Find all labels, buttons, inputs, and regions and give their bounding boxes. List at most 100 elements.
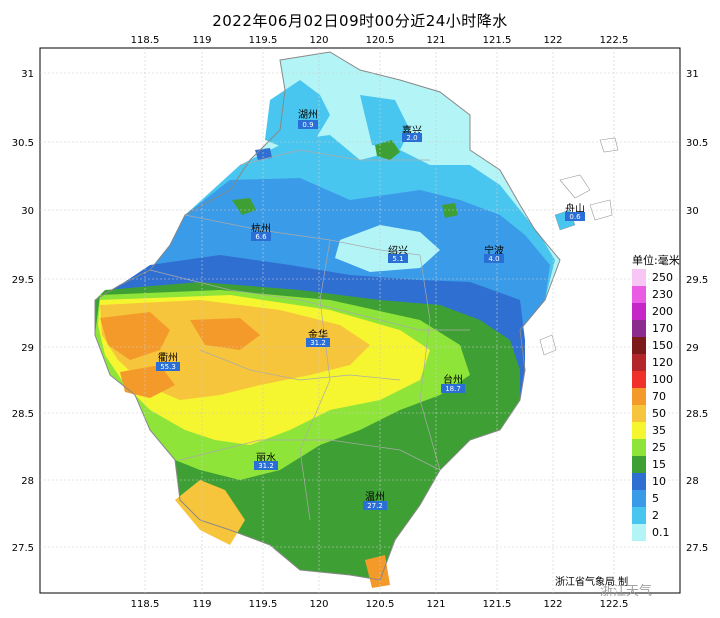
legend-swatch (632, 524, 646, 541)
lon-tick: 118.5 (131, 35, 160, 46)
lat-tick: 28.5 (686, 409, 708, 420)
lon-tick: 120 (309, 35, 328, 46)
region-70mm (100, 312, 170, 360)
city-value: 31.2 (258, 462, 274, 470)
lat-ticks-left: 31 30.5 30 29.5 29 28.5 28 27.5 (12, 69, 34, 554)
legend-swatch (632, 490, 646, 507)
city-wenzhou: 温州 27.2 (363, 491, 387, 510)
city-name: 湖州 (298, 109, 318, 121)
legend-label: 2 (652, 509, 659, 522)
lon-ticks-bottom: 118.5 119 119.5 120 120.5 121 121.5 122 … (131, 599, 629, 610)
legend: 单位:毫米 250 230 200 170 150 120 100 70 50 35 25 15 10 5… (632, 253, 680, 541)
legend-swatch (632, 507, 646, 524)
legend-swatch (632, 456, 646, 473)
city-name: 温州 (365, 491, 385, 503)
value-box (441, 384, 465, 393)
lat-tick: 28 (686, 476, 699, 487)
lat-tick: 31 (21, 69, 34, 80)
city-shaoxing: 绍兴 5.1 (388, 244, 408, 263)
legend-label: 100 (652, 373, 673, 386)
lon-tick: 118.5 (131, 599, 160, 610)
city-taizhou: 台州 18.7 (441, 373, 465, 393)
legend-swatch (632, 337, 646, 354)
legend-swatch (632, 320, 646, 337)
grid (40, 48, 680, 593)
rain-field (40, 48, 680, 593)
lon-tick: 122.5 (600, 35, 629, 46)
city-huzhou: 湖州 0.9 (298, 109, 318, 129)
city-name: 杭州 (251, 222, 271, 235)
legend-label: 10 (652, 475, 666, 488)
lat-tick: 30 (21, 206, 34, 217)
city-value: 2.0 (406, 134, 417, 142)
lon-tick: 120.5 (366, 599, 395, 610)
lon-tick: 119 (192, 35, 211, 46)
lon-tick: 120.5 (366, 35, 395, 46)
value-box (363, 501, 387, 510)
legend-swatch (632, 269, 646, 286)
city-name: 宁波 (484, 244, 504, 257)
city-value: 6.6 (255, 233, 267, 241)
lon-tick: 121.5 (483, 35, 512, 46)
lon-tick: 122 (543, 599, 562, 610)
city-value: 0.6 (569, 213, 581, 221)
legend-swatch (632, 439, 646, 456)
legend-swatch (632, 286, 646, 303)
city-value: 18.7 (445, 385, 461, 393)
city-name: 衢州 (158, 352, 178, 364)
lat-tick: 31 (686, 69, 699, 80)
city-ningbo: 宁波 4.0 (484, 244, 504, 263)
city-value: 0.9 (302, 121, 313, 129)
value-box (484, 254, 504, 263)
lon-tick: 120 (309, 599, 328, 610)
city-quzhou: 衢州 55.3 (156, 352, 180, 371)
value-box (254, 461, 278, 470)
legend-unit: 单位:毫米 (632, 253, 680, 267)
city-jinhua: 金华 31.2 (306, 328, 330, 347)
city-value: 55.3 (160, 363, 176, 371)
legend-label: 5 (652, 492, 659, 505)
lon-tick: 119.5 (249, 599, 278, 610)
lon-tick: 119.5 (249, 35, 278, 46)
city-value: 5.1 (392, 255, 403, 263)
legend-label: 250 (652, 271, 673, 284)
city-value: 27.2 (367, 502, 383, 510)
legend-swatch (632, 473, 646, 490)
map-title: 2022年06月02日09时00分近24小时降水 (212, 12, 508, 30)
lon-tick: 122.5 (600, 599, 629, 610)
lat-tick: 29 (21, 343, 34, 354)
city-name: 金华 (308, 328, 328, 341)
legend-swatch (632, 303, 646, 320)
lon-tick: 122 (543, 35, 562, 46)
city-value: 4.0 (488, 255, 499, 263)
lat-tick: 27.5 (686, 543, 708, 554)
legend-label: 70 (652, 390, 666, 403)
value-box (156, 362, 180, 371)
credit-text: 浙江省气象局 制 (555, 577, 629, 588)
lat-tick: 30 (686, 206, 699, 217)
city-value: 31.2 (310, 339, 326, 347)
city-boundaries (149, 149, 470, 521)
lat-tick: 30.5 (686, 138, 708, 149)
legend-label: 170 (652, 322, 673, 335)
city-zhoushan: 舟山 0.6 (565, 202, 585, 221)
lat-tick: 30.5 (12, 138, 34, 149)
legend-label: 35 (652, 424, 666, 437)
lat-tick: 28.5 (12, 409, 34, 420)
city-name: 舟山 (565, 202, 585, 215)
legend-label: 15 (652, 458, 666, 471)
legend-label: 50 (652, 407, 666, 420)
value-box (298, 120, 318, 129)
lat-tick: 29 (686, 343, 699, 354)
legend-label: 120 (652, 356, 673, 369)
lon-tick: 121 (426, 599, 445, 610)
legend-label: 200 (652, 305, 673, 318)
legend-label: 0.1 (652, 526, 670, 539)
city-lishui: 丽水 31.2 (254, 452, 278, 470)
legend-swatch (632, 354, 646, 371)
city-labels: 湖州 0.9 嘉兴 2.0 杭州 6.6 绍兴 5.1 宁波 4.0 舟山 0.… (156, 109, 585, 510)
lat-ticks-right: 31 30.5 30 29.5 29 28.5 28 27.5 (686, 69, 708, 554)
legend-swatch (632, 388, 646, 405)
legend-swatch (632, 422, 646, 439)
